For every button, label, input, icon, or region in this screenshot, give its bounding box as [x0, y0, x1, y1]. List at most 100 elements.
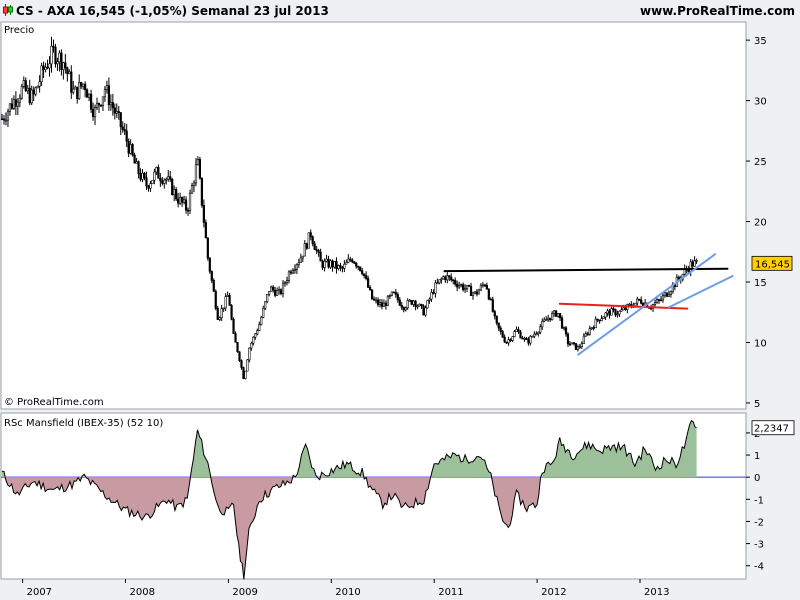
price-candle	[16, 98, 19, 116]
candle-body	[222, 307, 225, 310]
price-candle	[93, 104, 97, 125]
price-candle	[40, 62, 43, 86]
candle-body	[270, 286, 273, 292]
price-candle	[266, 293, 269, 304]
price-candle	[503, 334, 506, 343]
candle-body	[309, 232, 312, 238]
candle-body	[26, 88, 29, 91]
x-tick-label: 2009	[232, 587, 257, 598]
candle-body	[665, 292, 669, 297]
price-candle	[119, 112, 122, 135]
candle-body	[337, 265, 340, 270]
price-candle	[691, 259, 694, 270]
candle-body	[663, 292, 667, 296]
candle-body	[283, 282, 287, 285]
candle-body	[323, 260, 326, 268]
price-candle	[275, 287, 279, 296]
rsc-y-tick-label: 1	[754, 451, 760, 462]
price-candle	[661, 293, 665, 303]
candle-body	[226, 295, 229, 297]
price-candle	[325, 254, 328, 263]
candle-body	[68, 71, 71, 75]
candle-body	[161, 180, 164, 184]
candle-body	[576, 346, 579, 350]
price-candle	[167, 169, 170, 182]
price-candle	[558, 313, 562, 322]
candle-body	[163, 179, 166, 184]
x-tick-label: 2010	[335, 587, 360, 598]
candle-body	[505, 341, 508, 344]
price-candle	[489, 297, 492, 301]
price-candle	[220, 304, 223, 321]
price-candle	[410, 299, 413, 306]
candle-body	[558, 313, 562, 319]
candle-body	[610, 308, 613, 316]
price-candle	[505, 341, 508, 344]
candle-body	[424, 307, 427, 316]
candle-body	[218, 317, 221, 320]
price-candle	[365, 271, 368, 281]
candle-body	[181, 196, 184, 203]
price-candle	[588, 325, 591, 336]
candle-body	[246, 359, 249, 372]
price-candle	[400, 302, 403, 310]
price-candle	[234, 331, 237, 343]
candle-body	[62, 62, 65, 70]
price-candle	[60, 49, 63, 76]
rsc-negative-area	[2, 477, 697, 580]
candle-body	[196, 159, 200, 166]
price-candle	[155, 166, 158, 175]
candle-body	[145, 177, 148, 187]
candle-body	[372, 298, 376, 301]
price-candle	[10, 97, 14, 110]
candle-body	[135, 161, 138, 164]
price-candle	[272, 285, 275, 293]
price-candle	[68, 69, 71, 75]
price-candle	[307, 232, 310, 249]
rsc-y-tick-label: -2	[754, 517, 764, 528]
price-candle	[14, 91, 17, 116]
candle-body	[396, 294, 399, 301]
price-candle	[327, 255, 330, 269]
price-candle	[509, 338, 512, 343]
candle-body	[42, 65, 45, 71]
price-candle	[181, 196, 184, 207]
price-candle	[578, 344, 581, 349]
candle-body	[287, 271, 291, 281]
price-candle	[212, 278, 215, 292]
candle-body	[612, 308, 615, 310]
price-candle	[543, 317, 546, 323]
candle-body	[416, 305, 419, 308]
candle-body	[537, 331, 540, 335]
candle-body	[8, 103, 12, 112]
price-candle	[608, 309, 611, 319]
price-candle	[188, 189, 192, 215]
candle-body	[115, 111, 118, 114]
candle-body	[432, 292, 435, 294]
candle-body	[14, 99, 17, 107]
price-candle	[323, 258, 326, 272]
candle-body	[177, 198, 180, 204]
candle-body	[410, 300, 413, 305]
candle-body	[329, 260, 332, 268]
price-candle	[38, 75, 41, 93]
candle-body	[210, 271, 213, 281]
price-candle	[497, 322, 500, 332]
price-candle	[99, 104, 103, 108]
price-candle	[244, 370, 247, 380]
price-candle	[250, 341, 253, 351]
candle-body	[509, 339, 512, 341]
price-candle	[24, 77, 27, 93]
candle-body	[32, 89, 35, 95]
price-candle	[26, 85, 29, 94]
price-candle	[277, 286, 281, 295]
price-candle	[592, 325, 595, 331]
price-candle	[450, 273, 453, 282]
price-candle	[95, 97, 99, 110]
candle-body	[331, 260, 334, 268]
candle-body	[113, 107, 116, 114]
candle-body	[655, 299, 659, 303]
price-candle	[240, 359, 243, 370]
price-candle	[456, 280, 459, 292]
candle-body	[64, 62, 67, 69]
